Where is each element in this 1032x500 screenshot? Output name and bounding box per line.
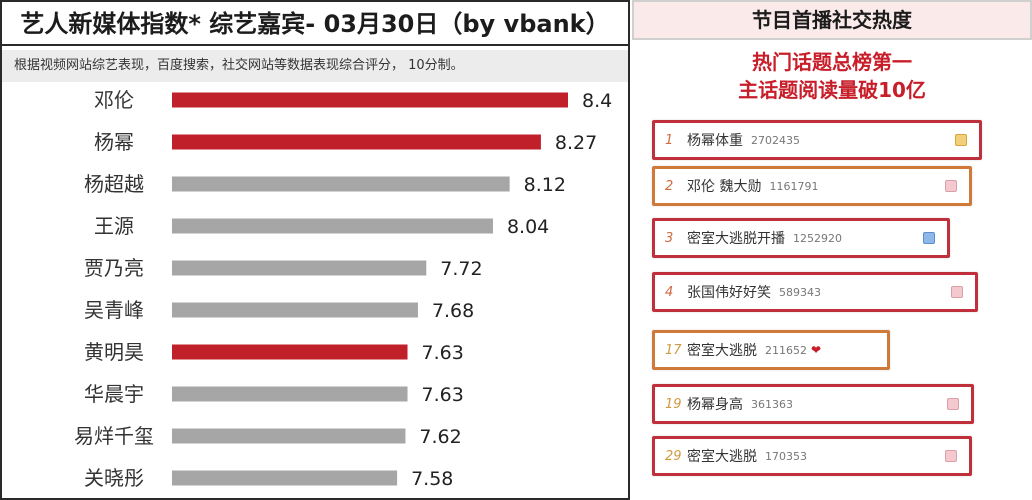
category-label: 华晨宇 (84, 382, 144, 406)
data-label: 7.68 (432, 300, 474, 322)
data-label: 8.12 (524, 174, 566, 196)
topic-item[interactable]: 4 张国伟好好笑 589343 (652, 272, 978, 312)
topic-title: 密室大逃脱 (687, 449, 757, 465)
bar-chart-svg: 邓伦 8.4 杨幂 8.27 杨超越 8.12 王源 8.04 贾乃亮 7.72 吴青峰 7.68 黄明… (74, 88, 612, 490)
bar (172, 428, 406, 444)
topic-item[interactable]: 17 密室大逃脱 211652 ❤ (652, 330, 890, 370)
topic-title: 邓伦 魏大勋 (687, 179, 762, 195)
topic-item[interactable]: 19 杨幂身高 361363 (652, 384, 974, 424)
category-label: 贾乃亮 (84, 256, 144, 280)
blue-square-icon (923, 232, 935, 244)
topic-count: 1161791 (769, 179, 819, 193)
topic-count: 2702435 (751, 133, 800, 147)
topic-rank: 4 (665, 284, 674, 300)
topic-count: 1252920 (793, 231, 842, 245)
bar (172, 218, 493, 234)
chart-subtitle: 根据视频网站综艺表现，百度搜索，社交网站等数据表现综合评分， 10分制。 (2, 50, 628, 82)
bar (172, 386, 408, 402)
bar (172, 92, 568, 108)
topic-rank: 17 (665, 342, 682, 358)
data-label: 7.63 (422, 384, 464, 406)
social-heat-title: 节目首播社交热度 (632, 0, 1032, 40)
bar (172, 260, 427, 276)
hot-topic-list: 1 杨幂体重 2702435 2 邓伦 魏大勋 1161791 3 密室大逃脱开… (632, 110, 1032, 500)
bar (172, 176, 510, 192)
category-label: 黄明昊 (84, 340, 144, 364)
topic-rank: 19 (665, 396, 682, 412)
category-label: 吴青峰 (84, 298, 144, 322)
bar (172, 470, 398, 486)
social-heat-subtitle-2: 主话题阅读量破10亿 (738, 78, 926, 102)
topic-item[interactable]: 2 邓伦 魏大勋 1161791 (652, 166, 972, 206)
category-label: 杨超越 (84, 172, 144, 196)
topic-item[interactable]: 29 密室大逃脱 170353 (652, 436, 972, 476)
data-label: 7.72 (440, 258, 482, 280)
category-label: 关晓彤 (84, 466, 144, 490)
topic-rank: 3 (665, 230, 674, 246)
bar (172, 134, 541, 150)
topic-title: 密室大逃脱 (687, 343, 757, 359)
topic-title: 张国伟好好笑 (687, 285, 771, 301)
data-label: 8.04 (507, 216, 549, 238)
bar (172, 344, 408, 360)
social-heat-subtitle-1: 热门话题总榜第一 (752, 50, 912, 74)
data-label: 7.63 (422, 342, 464, 364)
data-label: 8.27 (555, 132, 597, 154)
social-heat-panel: 节目首播社交热度 热门话题总榜第一 主话题阅读量破10亿 1 杨幂体重 2702… (632, 0, 1032, 500)
topic-item[interactable]: 3 密室大逃脱开播 1252920 (652, 218, 950, 258)
data-label: 7.62 (419, 426, 461, 448)
topic-count: 211652 (765, 343, 807, 357)
topic-rank: 1 (665, 132, 674, 148)
topic-rank: 2 (665, 178, 674, 194)
topic-count: 170353 (765, 449, 807, 463)
topic-count: 589343 (779, 285, 821, 299)
pink-square-icon (947, 398, 959, 410)
chart-title: 艺人新媒体指数* 综艺嘉宾- 03月30日（by vbank） (2, 2, 628, 46)
category-label: 易烊千玺 (74, 424, 154, 448)
artist-index-panel: 艺人新媒体指数* 综艺嘉宾- 03月30日（by vbank） 根据视频网站综艺… (0, 0, 630, 500)
topic-item[interactable]: 1 杨幂体重 2702435 (652, 120, 982, 160)
topic-title: 杨幂身高 (687, 397, 743, 413)
bar-chart: 邓伦 8.4 杨幂 8.27 杨超越 8.12 王源 8.04 贾乃亮 7.72 吴青峰 7.68 黄明… (2, 82, 628, 500)
gold-square-icon (955, 134, 967, 146)
pink-square-icon (951, 286, 963, 298)
topic-title: 密室大逃脱开播 (687, 231, 785, 247)
topic-count: 361363 (751, 397, 793, 411)
data-label: 7.58 (411, 468, 453, 490)
topic-rank: 29 (665, 448, 682, 464)
topic-title: 杨幂体重 (687, 133, 743, 149)
category-label: 王源 (94, 214, 134, 238)
pink-square-icon (945, 450, 957, 462)
category-label: 杨幂 (94, 130, 134, 154)
pink-square-icon (945, 180, 957, 192)
data-label: 8.4 (582, 90, 612, 112)
bar (172, 302, 418, 318)
heart-icon: ❤ (811, 343, 822, 357)
category-label: 邓伦 (94, 88, 134, 112)
